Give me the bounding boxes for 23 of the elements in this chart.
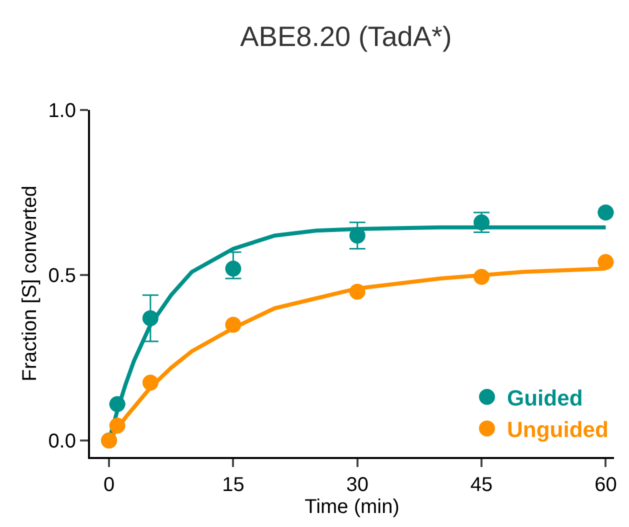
x-tick-label: 30	[346, 474, 369, 496]
point	[598, 254, 614, 270]
y-tick-label: 0.5	[48, 265, 76, 288]
point	[225, 260, 242, 277]
point	[109, 396, 126, 412]
x-tick-label: 45	[470, 474, 493, 496]
y-tick-label: 0.0	[48, 430, 76, 452]
x-axis-title: Time (min)	[304, 496, 400, 518]
point	[349, 284, 366, 300]
point	[225, 316, 242, 333]
y-axis-title: Fraction [S] converted	[19, 186, 42, 382]
point	[474, 268, 490, 285]
legend-label: Unguided	[507, 417, 608, 442]
x-tick-label: 60	[594, 474, 617, 496]
y-tick-label: 1.0	[48, 100, 76, 122]
chart-title: ABE8.20 (TadA*)	[240, 20, 452, 52]
point	[142, 374, 158, 391]
point	[142, 310, 158, 326]
point	[598, 204, 614, 220]
x-tick-label: 0	[103, 474, 115, 496]
point	[109, 418, 126, 434]
x-tick-label: 15	[222, 474, 244, 496]
legend-label: Guided	[507, 385, 583, 410]
